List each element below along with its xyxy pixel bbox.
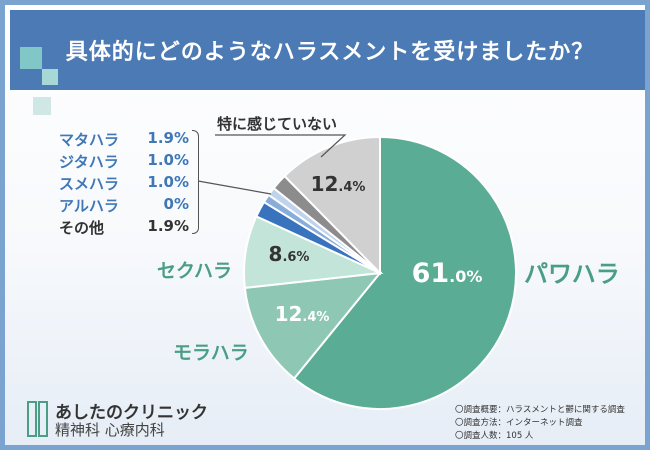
survey-note-method: 〇調査方法：インターネット調査 [455, 418, 583, 428]
breakdown-row-sumehara: スメハラ 1.0% [59, 173, 189, 195]
breakdown-label: アルハラ [59, 197, 119, 215]
pie-slice-8 [283, 135, 381, 276]
page-title: 具体的にどのようなハラスメントを受けましたか？ [65, 40, 595, 65]
data-label-power: 61.0% [412, 258, 483, 289]
breakdown-value: 1.9% [147, 129, 189, 147]
clinic-logo-icon [27, 401, 48, 437]
data-label-none: 12.4% [311, 172, 366, 196]
data-label-seku: 8.6% [269, 242, 310, 266]
decor-square [20, 47, 42, 69]
breakdown-label: ジタハラ [59, 153, 119, 171]
clinic-department: 精神科 心療内科 [55, 421, 165, 439]
breakdown-value: 0% [163, 195, 189, 213]
survey-note-summary: 〇調査概要：ハラスメントと鬱に関する調査 [455, 405, 625, 415]
breakdown-value: 1.0% [147, 173, 189, 191]
header-banner: 具体的にどのようなハラスメントを受けましたか？ [10, 10, 645, 90]
decor-square [42, 69, 58, 85]
clinic-name: あしたのクリニック [55, 403, 208, 423]
category-label-power: パワハラ [524, 260, 620, 288]
breakdown-label: その他 [59, 219, 105, 237]
category-label-mora: モラハラ [173, 342, 249, 364]
breakdown-value: 1.0% [147, 151, 189, 169]
decor-square [33, 97, 51, 115]
category-label-none: 特に感じていない [217, 115, 337, 133]
pie-slice-0 [292, 135, 517, 410]
breakdown-leader-line [197, 180, 272, 195]
pie-chart: 61.0% 12.4% 8.6% 12.4% パワハラ モラハラ セクハラ 特に… [157, 115, 620, 410]
pie-slice-1 [243, 271, 383, 380]
survey-note-count: 〇調査人数：105 人 [455, 431, 534, 441]
data-label-mora: 12.4% [275, 302, 330, 326]
breakdown-row-jitahara: ジタハラ 1.0% [59, 151, 189, 173]
breakdown-value: 1.9% [147, 217, 189, 235]
breakdown-row-matahara: マタハラ 1.9% [59, 129, 189, 151]
breakdown-label: スメハラ [59, 175, 120, 193]
category-label-seku: セクハラ [157, 260, 232, 282]
breakdown-row-other: その他 1.9% [59, 217, 189, 239]
breakdown-bracket [192, 130, 199, 234]
breakdown-row-aruhara: アルハラ 0% [59, 195, 189, 217]
none-leader-line [215, 134, 347, 158]
breakdown-label: マタハラ [59, 131, 120, 149]
